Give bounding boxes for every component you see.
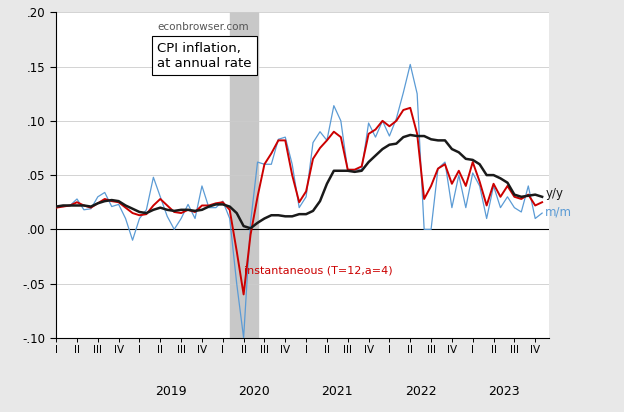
Text: 2019: 2019 [155, 385, 187, 398]
Text: m/m: m/m [545, 206, 572, 218]
Text: y/y: y/y [545, 187, 563, 200]
Text: econbrowser.com: econbrowser.com [157, 22, 249, 32]
Text: 2020: 2020 [238, 385, 270, 398]
Text: instantaneous (T=12,a=4): instantaneous (T=12,a=4) [243, 266, 392, 276]
Text: 2021: 2021 [321, 385, 353, 398]
Text: 2023: 2023 [488, 385, 520, 398]
Text: 2022: 2022 [405, 385, 436, 398]
Text: CPI inflation,
at annual rate: CPI inflation, at annual rate [157, 42, 251, 70]
Bar [230, 12, 258, 338]
